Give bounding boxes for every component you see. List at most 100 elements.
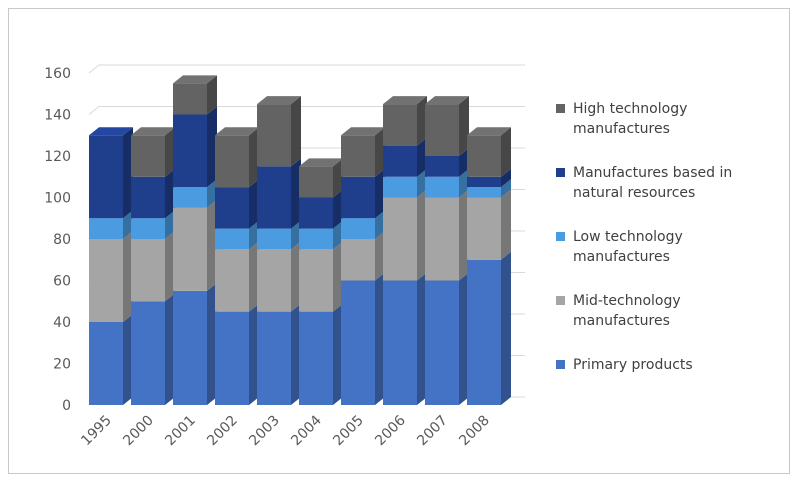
legend-label: manufactures <box>573 313 670 329</box>
bar-segment <box>383 280 417 405</box>
x-tick-label: 2004 <box>288 412 325 449</box>
bar-segment-side <box>165 127 175 177</box>
bar-segment <box>257 311 291 405</box>
bar-segment <box>131 218 165 239</box>
bar-segment <box>215 311 249 405</box>
y-tick-label: 120 <box>44 149 71 165</box>
bar-segment <box>383 197 417 281</box>
x-tick-label: 2006 <box>372 412 409 449</box>
bar-segment <box>467 259 501 405</box>
bar-segment-side <box>207 199 217 291</box>
bar-segment-side <box>249 241 259 312</box>
legend-swatch <box>556 296 565 305</box>
bar-segment <box>257 104 291 167</box>
bar-segment <box>131 239 165 302</box>
bar-top <box>257 96 301 105</box>
bar-segment-side <box>417 96 427 146</box>
bar-segment <box>173 187 207 208</box>
bar-2003 <box>257 96 301 405</box>
bar-segment-side <box>375 272 385 405</box>
bar-2004 <box>299 158 343 405</box>
bar-top <box>425 96 469 105</box>
bar-top <box>215 127 259 136</box>
bar-segment-side <box>165 168 175 219</box>
bar-segment-side <box>501 127 511 177</box>
bar-segment-side <box>375 168 385 219</box>
bar-segment-side <box>375 127 385 177</box>
bar-segment <box>299 249 333 312</box>
bar-segment-side <box>165 293 175 405</box>
bar-segment-side <box>291 241 301 312</box>
bar-segment <box>341 176 375 219</box>
y-tick-label: 80 <box>53 232 71 248</box>
bar-segment <box>215 249 249 312</box>
x-tick-label: 2000 <box>120 413 157 450</box>
legend-swatch <box>556 104 565 113</box>
legend-label: Low technology <box>573 229 683 245</box>
legend-item: Manufactures based in natural resources <box>556 165 732 201</box>
bar-segment <box>299 311 333 405</box>
legend-item: High technology manufactures <box>556 101 687 137</box>
x-tick-label: 2002 <box>204 413 241 450</box>
bar-segment-side <box>501 179 511 198</box>
bar-segment-side <box>291 220 301 250</box>
legend-label: Primary products <box>573 357 693 373</box>
bar-segment-side <box>417 189 427 281</box>
legend-label: manufactures <box>573 249 670 265</box>
legend-label: Mid-technology <box>573 293 681 309</box>
bar-top <box>299 158 343 167</box>
bar-segment-side <box>165 231 175 302</box>
bar-segment-side <box>207 106 217 188</box>
bar-2007 <box>425 96 469 405</box>
bar-segment <box>257 249 291 312</box>
bar-segment <box>467 187 501 198</box>
bar-segment-side <box>123 314 133 405</box>
bar-segment <box>383 104 417 146</box>
bar-top <box>467 127 511 136</box>
legend-item: Primary products <box>556 357 693 373</box>
bar-top <box>341 127 385 136</box>
bar-segment-side <box>501 168 511 188</box>
bar-segment-side <box>291 96 301 167</box>
bar-segment-side <box>375 210 385 239</box>
x-tick-label: 2008 <box>456 413 493 450</box>
bar-segment <box>425 156 459 177</box>
bar-segment <box>341 239 375 281</box>
bar-segment <box>425 104 459 156</box>
x-tick-label: 2005 <box>330 413 367 450</box>
bar-segment <box>131 176 165 219</box>
legend-item: Low technology manufactures <box>556 229 683 265</box>
bar-segment <box>215 228 249 250</box>
x-tick-label: 1995 <box>78 413 115 450</box>
bar-segment <box>257 166 291 229</box>
y-tick-label: 100 <box>44 191 71 207</box>
bar-segment <box>131 135 165 177</box>
bar-1995 <box>89 127 133 405</box>
bar-segment <box>89 135 123 219</box>
bar-segment-side <box>249 179 259 229</box>
y-tick-label: 20 <box>53 357 71 373</box>
bar-2000 <box>131 127 175 405</box>
bar-segment <box>467 176 501 188</box>
bar-2008 <box>467 127 511 405</box>
bar-segment-side <box>207 179 217 208</box>
bar-segment-side <box>501 189 511 260</box>
bar-segment-side <box>249 303 259 405</box>
bar-segment-side <box>501 251 511 405</box>
bar-segment-side <box>459 168 469 198</box>
bar-segment-side <box>333 220 343 250</box>
bar-segment-side <box>333 303 343 405</box>
bar-segment <box>173 83 207 115</box>
bar-segment <box>341 135 375 177</box>
bar-top <box>131 127 175 136</box>
bar-top <box>89 127 133 136</box>
gridline <box>88 64 525 74</box>
bar-segment-side <box>459 272 469 405</box>
legend-swatch <box>556 168 565 177</box>
bar-segment-side <box>249 220 259 250</box>
legend-swatch <box>556 232 565 241</box>
bar-segment <box>425 176 459 198</box>
y-tick-label: 0 <box>62 398 71 414</box>
bar-segment-side <box>459 148 469 177</box>
